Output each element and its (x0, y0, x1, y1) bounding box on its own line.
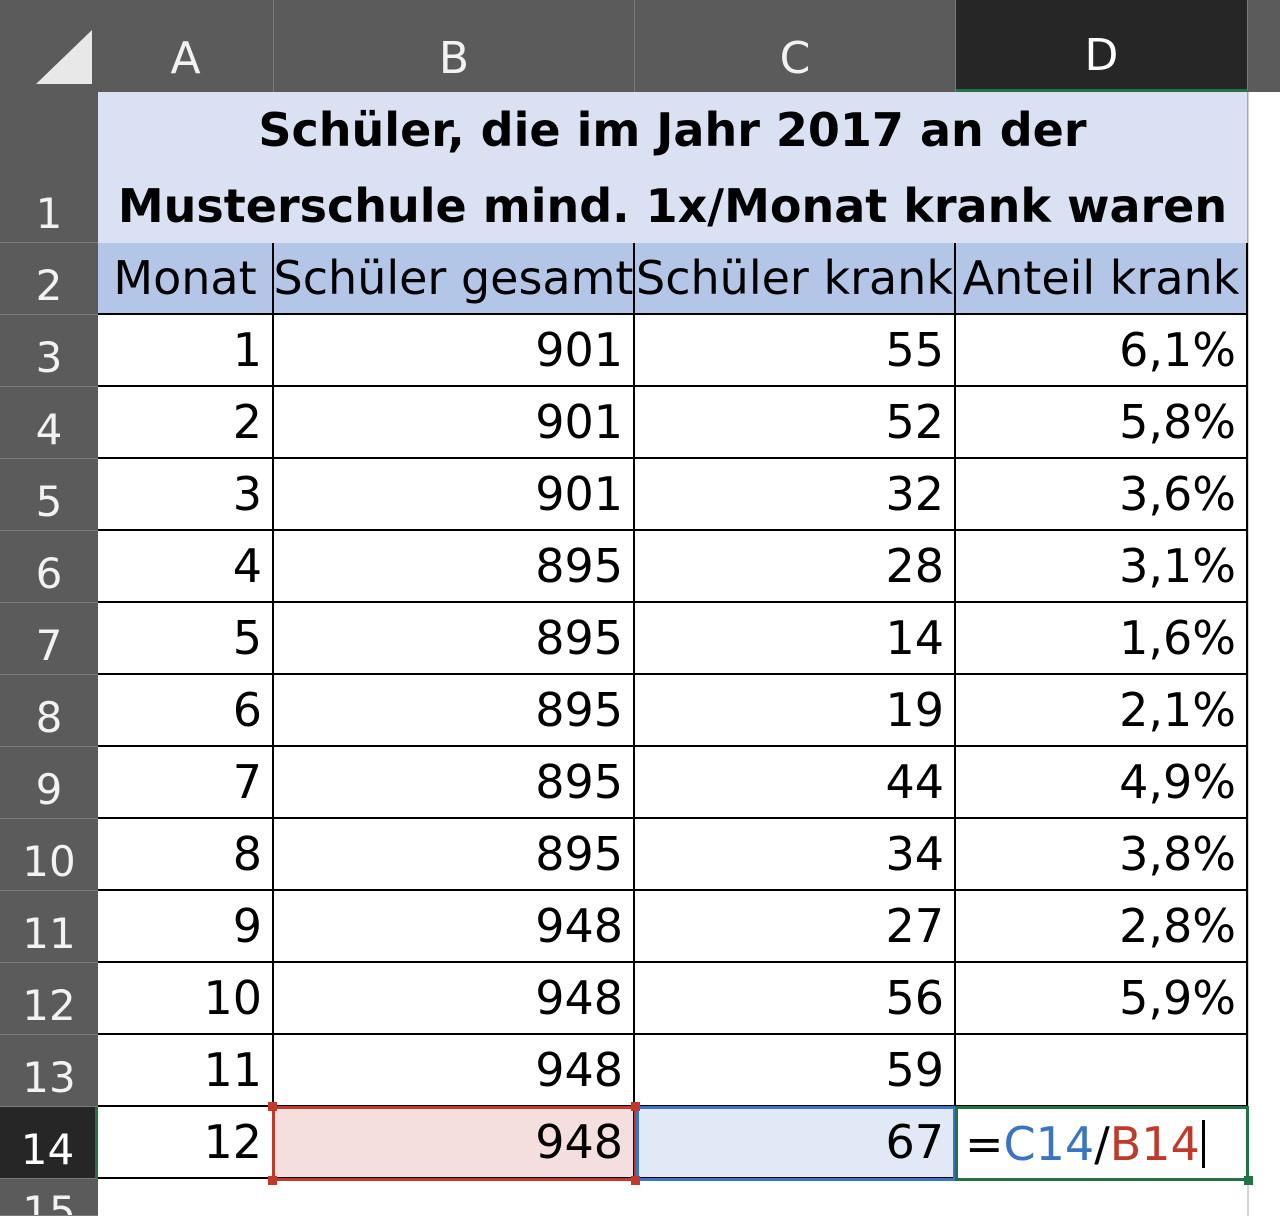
cell-gesamt-row-14[interactable]: 948 (274, 1107, 635, 1179)
cell-krank-row-7[interactable]: 14 (635, 603, 956, 675)
formula-equals: = (965, 1117, 1004, 1171)
fill-handle[interactable] (1244, 1176, 1253, 1185)
cell-gesamt-row-11[interactable]: 948 (274, 891, 635, 963)
ref-handle-b14-tl[interactable] (268, 1102, 277, 1111)
cell-gesamt-row-12[interactable]: 948 (274, 963, 635, 1035)
row-header-6[interactable]: 6 (0, 531, 98, 603)
cell-gesamt-row-9[interactable]: 895 (274, 747, 635, 819)
column-header-a[interactable]: A (98, 0, 274, 92)
row-header-10[interactable]: 10 (0, 819, 98, 891)
cell-krank-row-13[interactable]: 59 (635, 1035, 956, 1107)
row-header-2[interactable]: 2 (0, 243, 98, 315)
row-header-5[interactable]: 5 (0, 459, 98, 531)
cell-anteil-row-13[interactable] (956, 1035, 1248, 1107)
title-line-1: Schüler, die im Jahr 2017 an der (258, 102, 1087, 157)
column-header-c[interactable]: C (635, 0, 956, 92)
row-header-4[interactable]: 4 (0, 387, 98, 459)
cell-gesamt-row-10[interactable]: 895 (274, 819, 635, 891)
cell-krank-row-4[interactable]: 52 (635, 387, 956, 459)
cell-gesamt-row-4[interactable]: 901 (274, 387, 635, 459)
select-all-triangle-icon (36, 30, 92, 84)
cell-monat-row-10[interactable]: 8 (98, 819, 274, 891)
cell-monat-row-6[interactable]: 4 (98, 531, 274, 603)
ref-handle-b14-br[interactable] (631, 1176, 640, 1185)
table-title[interactable]: Schüler, die im Jahr 2017 an der Musters… (98, 92, 1248, 243)
cell-anteil-row-5[interactable]: 3,6% (956, 459, 1248, 531)
cell-monat-row-4[interactable]: 2 (98, 387, 274, 459)
row-header-13[interactable]: 13 (0, 1035, 98, 1107)
cell-anteil-row-4[interactable]: 5,8% (956, 387, 1248, 459)
cell-anteil-row-9[interactable]: 4,9% (956, 747, 1248, 819)
header-schueler-gesamt[interactable]: Schüler gesamt (274, 243, 635, 315)
header-anteil-krank[interactable]: Anteil krank (956, 243, 1248, 315)
text-cursor (1201, 1120, 1205, 1168)
cell-krank-row-9[interactable]: 44 (635, 747, 956, 819)
formula-ref-c14: C14 (1003, 1117, 1095, 1171)
cell-gesamt-row-5[interactable]: 901 (274, 459, 635, 531)
cell-krank-row-3[interactable]: 55 (635, 315, 956, 387)
cell-krank-row-6[interactable]: 28 (635, 531, 956, 603)
row-header-15[interactable]: 15 (0, 1179, 98, 1216)
cell-monat-row-14[interactable]: 12 (98, 1107, 274, 1179)
cell-anteil-row-3[interactable]: 6,1% (956, 315, 1248, 387)
formula-operator: / (1094, 1117, 1110, 1171)
empty-column-e[interactable] (1248, 92, 1280, 1216)
cell-anteil-row-11[interactable]: 2,8% (956, 891, 1248, 963)
ref-handle-b14-bl[interactable] (268, 1176, 277, 1185)
cell-krank-row-8[interactable]: 19 (635, 675, 956, 747)
cell-monat-row-9[interactable]: 7 (98, 747, 274, 819)
cell-gesamt-row-6[interactable]: 895 (274, 531, 635, 603)
cell-gesamt-row-13[interactable]: 948 (274, 1035, 635, 1107)
cell-gesamt-row-3[interactable]: 901 (274, 315, 635, 387)
cell-monat-row-13[interactable]: 11 (98, 1035, 274, 1107)
cell-monat-row-11[interactable]: 9 (98, 891, 274, 963)
cell-krank-row-11[interactable]: 27 (635, 891, 956, 963)
cell-monat-row-12[interactable]: 10 (98, 963, 274, 1035)
cell-monat-row-3[interactable]: 1 (98, 315, 274, 387)
cell-anteil-row-6[interactable]: 3,1% (956, 531, 1248, 603)
cell-anteil-row-10[interactable]: 3,8% (956, 819, 1248, 891)
formula-ref-b14: B14 (1109, 1117, 1200, 1171)
row-header-7[interactable]: 7 (0, 603, 98, 675)
formula-editor-d14[interactable]: = C14/B14 (957, 1108, 1247, 1180)
row-header-11[interactable]: 11 (0, 891, 98, 963)
cell-monat-row-5[interactable]: 3 (98, 459, 274, 531)
row-header-3[interactable]: 3 (0, 315, 98, 387)
cell-monat-row-8[interactable]: 6 (98, 675, 274, 747)
empty-row-15[interactable] (98, 1181, 1248, 1216)
cell-krank-row-10[interactable]: 34 (635, 819, 956, 891)
cell-anteil-row-12[interactable]: 5,9% (956, 963, 1248, 1035)
cell-krank-row-12[interactable]: 56 (635, 963, 956, 1035)
cell-krank-row-14[interactable]: 67 (635, 1107, 956, 1179)
cell-anteil-row-7[interactable]: 1,6% (956, 603, 1248, 675)
column-header-e[interactable] (1248, 0, 1280, 92)
row-header-12[interactable]: 12 (0, 963, 98, 1035)
header-monat[interactable]: Monat (98, 243, 274, 315)
row-header-8[interactable]: 8 (0, 675, 98, 747)
ref-handle-b14-tr[interactable] (631, 1102, 640, 1111)
column-header-b[interactable]: B (274, 0, 635, 92)
row-header-1[interactable]: 1 (0, 92, 98, 243)
row-header-9[interactable]: 9 (0, 747, 98, 819)
cell-monat-row-7[interactable]: 5 (98, 603, 274, 675)
row-header-14[interactable]: 14 (0, 1107, 98, 1179)
column-header-d[interactable]: D (956, 0, 1248, 92)
cell-anteil-row-8[interactable]: 2,1% (956, 675, 1248, 747)
cell-krank-row-5[interactable]: 32 (635, 459, 956, 531)
header-schueler-krank[interactable]: Schüler krank (635, 243, 956, 315)
cell-gesamt-row-7[interactable]: 895 (274, 603, 635, 675)
title-line-2: Musterschule mind. 1x/Monat krank waren (117, 178, 1228, 233)
cell-gesamt-row-8[interactable]: 895 (274, 675, 635, 747)
